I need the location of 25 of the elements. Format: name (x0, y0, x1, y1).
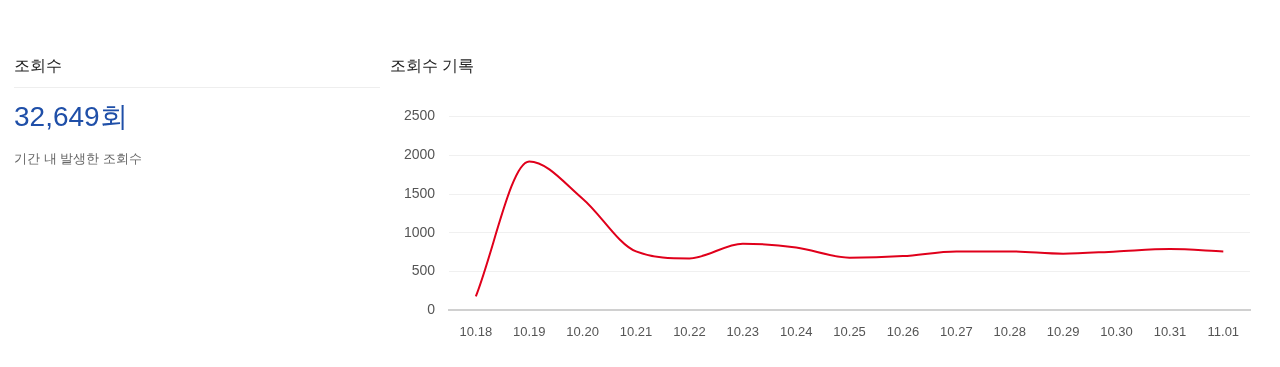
y-tick-label: 500 (411, 262, 436, 279)
text: 32,649회 (14, 100, 129, 134)
x-tick-label: 10.24 (779, 323, 813, 339)
y-tick-label: 2000 (403, 146, 436, 163)
x-tick-label: 10.19 (512, 323, 546, 339)
x-tick-label: 10.18 (459, 323, 493, 339)
x-tick-label: 10.28 (993, 323, 1027, 339)
x-tick-label: 10.30 (1100, 323, 1133, 339)
chart-title: 조회수 기록 (390, 56, 475, 76)
y-tick-label: 2500 (403, 107, 436, 124)
y-tick-label: 1500 (403, 184, 436, 201)
x-tick-label: 10.29 (1046, 323, 1080, 339)
x-tick-label: 10.21 (619, 323, 653, 339)
x-tick-label: 10.31 (1153, 323, 1187, 339)
x-tick-label: 10.22 (673, 323, 706, 339)
y-tick-label: 1000 (403, 223, 436, 240)
x-tick-label: 10.23 (726, 323, 760, 339)
x-tick-label: 10.25 (833, 323, 866, 339)
text: 조회수 (14, 56, 380, 88)
y-tick-label: 0 (427, 301, 436, 318)
x-tick-label: 10.27 (940, 323, 973, 339)
x-tick-label: 11.01 (1207, 323, 1240, 339)
x-tick-label: 10.26 (886, 323, 920, 339)
text: 기간 내 발생한 조회수 (14, 150, 143, 168)
x-tick-label: 10.20 (566, 323, 599, 339)
